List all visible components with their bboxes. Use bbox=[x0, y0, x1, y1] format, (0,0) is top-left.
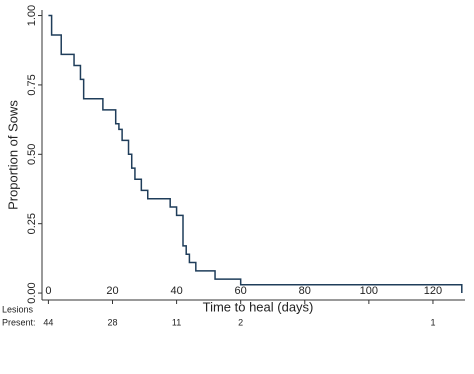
x-tick-label: 80 bbox=[299, 285, 311, 297]
x-tick-label: 60 bbox=[235, 285, 247, 297]
risk-count: 1 bbox=[430, 317, 435, 327]
risk-count: 44 bbox=[43, 317, 53, 327]
y-tick-label: 1.00 bbox=[26, 5, 38, 26]
risk-count: 28 bbox=[107, 317, 117, 327]
y-axis-label: Proportion of Sows bbox=[5, 100, 20, 210]
y-tick-label: 0.75 bbox=[26, 74, 38, 95]
risk-count: 2 bbox=[238, 317, 243, 327]
x-axis-label: Time to heal (days) bbox=[203, 299, 314, 314]
x-tick-label: 120 bbox=[424, 285, 442, 297]
x-tick-label: 0 bbox=[45, 285, 51, 297]
y-tick-label: 0.00 bbox=[26, 282, 38, 303]
x-tick-label: 100 bbox=[360, 285, 378, 297]
risk-label: Present: bbox=[2, 317, 36, 327]
y-tick-label: 0.50 bbox=[26, 144, 38, 165]
x-tick-label: 40 bbox=[170, 285, 182, 297]
risk-label: Lesions bbox=[2, 304, 34, 314]
y-tick-label: 0.25 bbox=[26, 213, 38, 234]
x-tick-label: 20 bbox=[106, 285, 118, 297]
risk-count: 11 bbox=[172, 317, 181, 327]
survival-curve bbox=[48, 14, 463, 294]
